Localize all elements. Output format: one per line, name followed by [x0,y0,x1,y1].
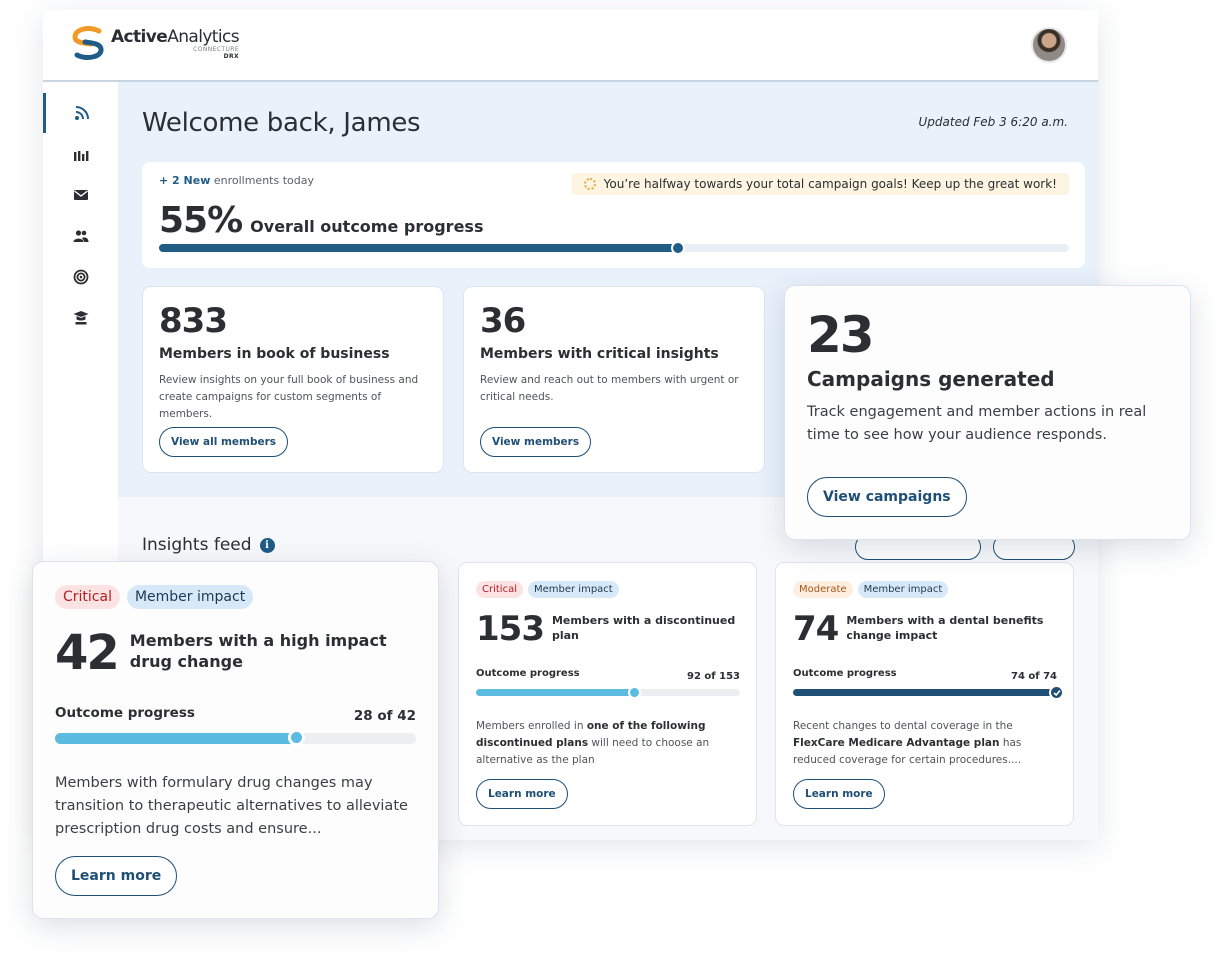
overall-progress-label: Overall outcome progress [250,217,484,236]
stat-description: Review insights on your full book of bus… [159,374,419,420]
outcome-progress-fill [476,689,635,696]
view-all-members-button[interactable]: View all members [159,427,289,457]
outcome-progress-bar [793,685,1064,700]
mail-icon [73,190,88,200]
outcome-progress-fill [55,733,296,744]
people-icon [73,230,88,242]
insight-card-drug-change[interactable]: Critical Member impact 42 Members with a… [32,561,439,919]
outcome-progress-count: 28 of 42 [353,708,416,724]
outcome-progress-knob [287,729,305,746]
bar-chart-icon [73,151,88,161]
stat-card-campaigns: 23 Campaigns generated Track engagement … [784,285,1191,540]
sidebar-item-messages[interactable] [43,175,118,215]
overall-progress-knob [670,241,685,255]
sidebar-item-learning[interactable] [43,298,118,338]
page-title: Welcome back, James [142,108,421,138]
outcome-progress-bar [55,729,416,746]
progress-spinner-icon [583,178,596,190]
outcome-progress-knob [628,686,642,699]
stat-title: Members with critical insights [480,346,719,362]
stat-title: Campaigns generated [807,367,1055,391]
overall-progress-fill [159,244,678,252]
logo-wordmark: ActiveAnalytics [111,27,240,47]
view-members-button[interactable]: View members [480,427,592,457]
severity-badge: Moderate [793,581,853,598]
impact-badge: Member impact [527,581,619,598]
stat-description: Track engagement and member actions in r… [807,404,1147,443]
stat-number: 23 [807,306,875,364]
sidebar-item-campaigns[interactable] [43,257,118,297]
insight-card-dental-benefits[interactable]: Moderate Member impact 74 Members with a… [775,562,1074,826]
outcome-progress-label: Outcome progress [55,705,195,721]
overall-progress-bar [159,241,1069,255]
user-avatar[interactable] [1031,27,1067,63]
learn-more-button[interactable]: Learn more [476,779,568,809]
impact-badge: Member impact [857,581,949,598]
insight-number: 153 [476,609,545,649]
top-bar: ActiveAnalytics CONNECTURE DRX [43,10,1098,82]
feed-icon [75,106,89,120]
insight-title: Members with a discontinued plan [551,614,736,642]
overall-percent: 55% [159,200,243,241]
outcome-progress-count: 92 of 153 [687,671,740,682]
insight-number: 42 [55,625,120,681]
logo-mark-icon [72,26,104,60]
logo-subtitle: CONNECTURE [193,46,240,53]
outcome-progress-label: Outcome progress [793,668,897,679]
insight-number: 74 [793,609,839,649]
complete-check-icon [1049,685,1064,700]
outcome-progress-bar [476,686,740,699]
view-campaigns-button[interactable]: View campaigns [807,477,967,517]
info-icon[interactable]: i [259,537,275,553]
stat-title: Members in book of business [159,346,390,362]
learn-more-button[interactable]: Learn more [793,779,885,809]
target-icon [73,269,88,285]
sidebar-item-feed[interactable] [43,93,118,133]
goal-banner: You’re halfway towards your total campai… [571,173,1069,195]
insight-title: Members with a dental benefits change im… [846,614,1044,642]
insight-description: Recent changes to dental coverage in the… [793,720,1022,766]
insight-title: Members with a high impact drug change [129,631,387,671]
outcome-progress-count: 74 of 74 [1010,671,1057,682]
learn-more-button[interactable]: Learn more [55,856,178,896]
logo-subtitle-drx: DRX [223,53,240,60]
insight-description: Members enrolled in one of the following… [476,720,710,766]
insight-description: Members with formulary drug changes may … [55,775,408,837]
sidebar-item-members[interactable] [43,216,118,256]
severity-badge: Critical [55,585,120,609]
stat-number: 833 [159,301,228,341]
sidebar-item-analytics[interactable] [43,135,118,175]
outcome-progress-fill [793,689,1057,696]
app-window: ActiveAnalytics CONNECTURE DRX Welcome b [43,10,1098,840]
last-updated: Updated Feb 3 6:20 a.m. [918,115,1069,129]
insights-feed-heading: Insights feed i [142,535,275,555]
graduation-icon [73,311,88,325]
stat-description: Review and reach out to members with urg… [480,374,739,403]
enrollments-today: + 2 New enrollments today [159,174,314,187]
severity-badge: Critical [476,581,523,598]
overall-progress-heading: 55% Overall outcome progress [159,200,483,241]
impact-badge: Member impact [126,585,254,609]
overall-progress-card: + 2 New enrollments today You’re halfway… [142,162,1085,268]
stat-card-members: 833 Members in book of business Review i… [142,286,444,473]
insight-card-discontinued-plan[interactable]: Critical Member impact 153 Members with … [458,562,757,826]
stat-card-critical: 36 Members with critical insights Review… [463,286,765,473]
outcome-progress-label: Outcome progress [476,668,580,679]
stat-number: 36 [480,301,526,341]
brand-logo[interactable]: ActiveAnalytics CONNECTURE DRX [69,24,240,64]
